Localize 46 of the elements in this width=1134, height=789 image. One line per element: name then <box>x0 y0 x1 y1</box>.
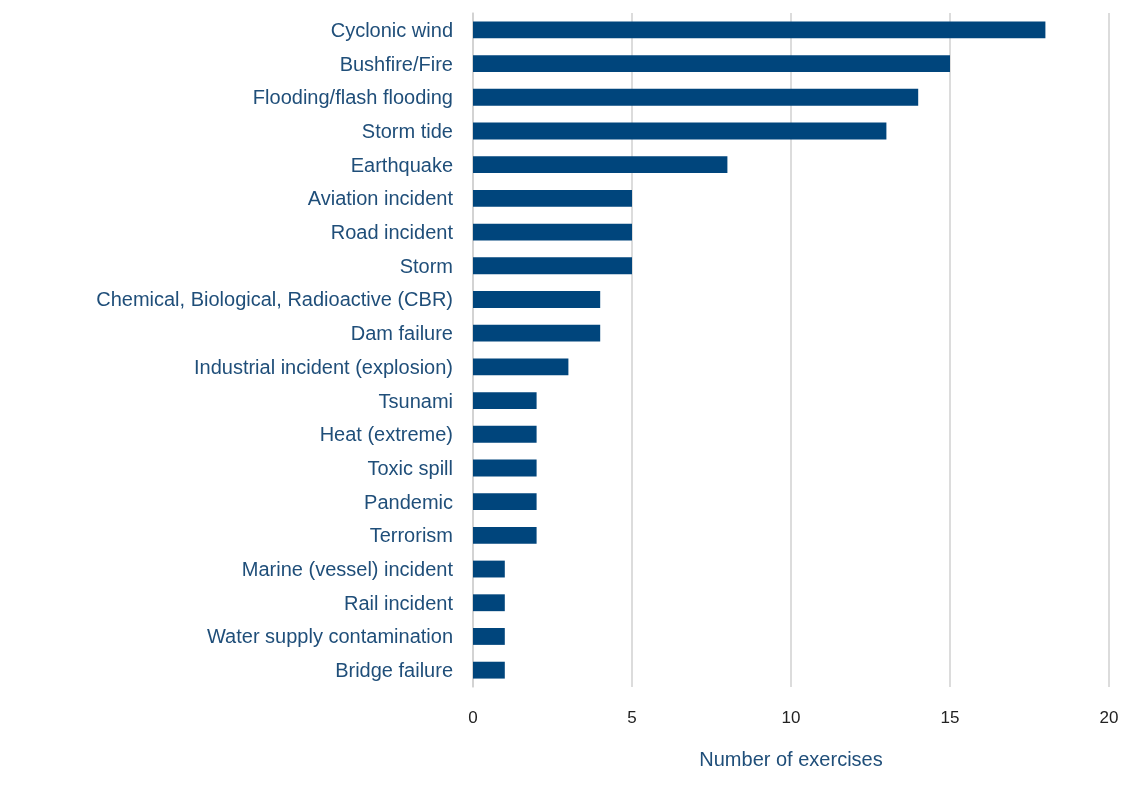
bar <box>473 392 537 409</box>
x-tick-label: 15 <box>940 708 960 727</box>
bar <box>473 661 505 679</box>
y-tick-label: Tsunami <box>378 389 453 412</box>
bar <box>473 628 505 645</box>
y-tick-label: Storm tide <box>361 119 453 142</box>
y-tick-label: Marine (vessel) incident <box>241 558 454 581</box>
y-tick-label: Storm <box>399 254 453 277</box>
bar <box>473 526 537 544</box>
x-axis-title: Number of exercises <box>699 748 883 770</box>
bar <box>473 291 601 308</box>
y-tick-label: Aviation incident <box>307 187 454 210</box>
y-tick-label: Bridge failure <box>335 659 453 682</box>
bar <box>473 560 505 578</box>
y-tick-label: Earthquake <box>350 153 453 176</box>
y-tick-label: Water supply contamination <box>206 625 453 648</box>
bar <box>473 223 632 241</box>
bar <box>473 122 887 140</box>
y-tick-label: Bushfire/Fire <box>339 52 453 75</box>
y-tick-label: Chemical, Biological, Radioactive (CBR) <box>96 288 453 311</box>
x-tick-label: 10 <box>781 708 801 727</box>
bar <box>473 88 919 106</box>
bar <box>473 324 601 342</box>
bar <box>473 594 505 612</box>
bar <box>473 257 632 275</box>
bar <box>473 156 728 174</box>
y-tick-label: Flooding/flash flooding <box>252 86 453 109</box>
x-tick-label: 20 <box>1099 708 1119 727</box>
y-tick-label: Cyclonic wind <box>330 18 453 41</box>
bar <box>473 425 537 443</box>
y-tick-label: Terrorism <box>369 524 453 547</box>
y-tick-label: Toxic spill <box>367 456 453 479</box>
bar <box>473 358 569 376</box>
bar <box>473 493 537 511</box>
x-tick-label: 0 <box>468 708 478 727</box>
bar <box>473 55 950 72</box>
y-tick-label: Heat (extreme) <box>319 423 453 446</box>
y-tick-label: Pandemic <box>364 490 453 513</box>
x-tick-label: 5 <box>627 708 637 727</box>
y-tick-label: Industrial incident (explosion) <box>193 355 453 378</box>
y-tick-label: Road incident <box>330 221 454 244</box>
bar <box>473 459 537 477</box>
bar <box>473 21 1046 39</box>
y-tick-label: Rail incident <box>344 591 454 614</box>
bar <box>473 189 632 207</box>
y-tick-label: Dam failure <box>350 322 453 345</box>
